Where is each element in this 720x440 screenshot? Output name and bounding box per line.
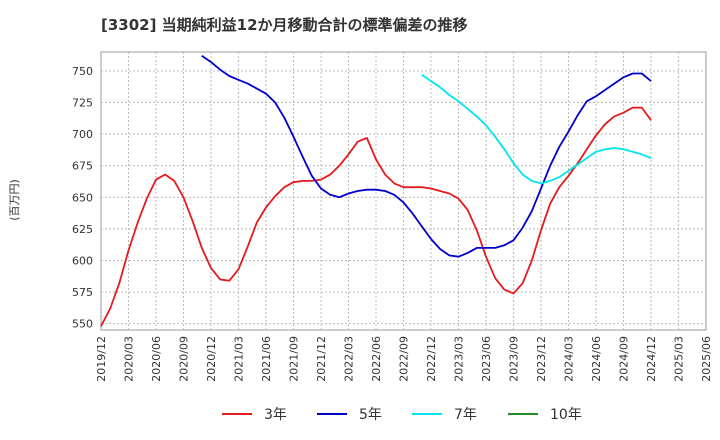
y-axis-ticks: 550 575 600 625 650 675 700 725 750 — [72, 65, 93, 331]
legend-label-5年: 5年 — [359, 407, 382, 423]
x-axis-ticks: 2019/12 2020/03 2020/06 2020/09 2020/12 2021/… — [95, 336, 713, 382]
y-tick-label: 650 — [72, 191, 93, 204]
x-tick-label: 2021/12 — [315, 336, 328, 382]
series-line-3年 — [100, 106, 652, 327]
x-tick-label: 2021/03 — [233, 336, 246, 382]
x-tick-label: 2023/06 — [480, 336, 493, 382]
y-tick-label: 675 — [72, 160, 93, 173]
x-tick-label: 2020/06 — [150, 336, 163, 382]
x-tick-label: 2021/06 — [260, 336, 273, 382]
series-line-7年 — [421, 73, 652, 185]
x-tick-label: 2021/09 — [288, 336, 301, 382]
x-tick-label: 2023/03 — [453, 336, 466, 382]
y-tick-label: 550 — [72, 318, 93, 331]
series-lines — [100, 55, 652, 327]
x-tick-label: 2025/06 — [700, 336, 713, 382]
legend: 3年 5年 7年 10年 — [222, 407, 582, 423]
y-tick-label: 750 — [72, 65, 93, 78]
y-tick-label: 575 — [72, 286, 93, 299]
x-tick-label: 2022/09 — [398, 336, 411, 382]
legend-label-7年: 7年 — [454, 407, 477, 423]
x-tick-label: 2023/12 — [535, 336, 548, 382]
x-tick-label: 2024/03 — [563, 336, 576, 382]
y-tick-label: 600 — [72, 255, 93, 268]
x-tick-label: 2022/03 — [343, 336, 356, 382]
x-tick-label: 2025/03 — [673, 336, 686, 382]
horizontal-gridlines — [101, 70, 706, 325]
plot-area — [100, 51, 707, 331]
y-tick-label: 725 — [72, 97, 93, 110]
chart-title: [3302] 当期純利益12か月移動合計の標準偏差の推移 — [101, 16, 468, 34]
y-axis-label: (百万円) — [8, 179, 21, 221]
x-tick-label: 2024/09 — [618, 336, 631, 382]
x-tick-label: 2020/03 — [123, 336, 136, 382]
legend-label-10年: 10年 — [550, 407, 582, 423]
x-tick-label: 2020/09 — [178, 336, 191, 382]
x-tick-label: 2019/12 — [95, 336, 108, 382]
x-tick-label: 2023/09 — [508, 336, 521, 382]
y-tick-label: 625 — [72, 223, 93, 236]
x-tick-label: 2020/12 — [205, 336, 218, 382]
x-tick-label: 2024/12 — [645, 336, 658, 382]
x-tick-label: 2022/12 — [425, 336, 438, 382]
series-line-5年 — [201, 55, 652, 258]
x-tick-label: 2024/06 — [590, 336, 603, 382]
legend-label-3年: 3年 — [264, 407, 287, 423]
y-tick-label: 700 — [72, 128, 93, 141]
x-tick-label: 2022/06 — [370, 336, 383, 382]
